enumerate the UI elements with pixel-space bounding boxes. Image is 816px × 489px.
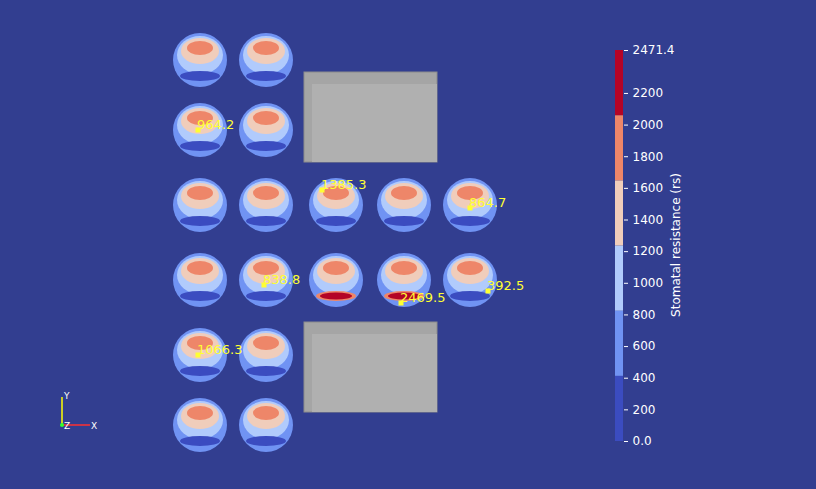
svg-text:1400: 1400 (633, 213, 664, 227)
svg-text:Y: Y (63, 391, 70, 401)
svg-text:400: 400 (633, 371, 656, 385)
svg-text:1066.3: 1066.3 (197, 342, 243, 357)
svg-text:Z: Z (64, 421, 70, 431)
svg-text:1600: 1600 (633, 181, 664, 195)
svg-text:2000: 2000 (633, 118, 664, 132)
svg-text:2469.5: 2469.5 (400, 290, 446, 305)
svg-text:864.7: 864.7 (469, 195, 506, 210)
svg-text:1000: 1000 (633, 276, 664, 290)
svg-text:964.2: 964.2 (197, 117, 234, 132)
svg-text:Stomatal resistance (rs): Stomatal resistance (rs) (669, 173, 683, 317)
svg-text:1200: 1200 (633, 244, 664, 258)
svg-text:2471.4: 2471.4 (633, 43, 675, 57)
svg-text:392.5: 392.5 (487, 278, 524, 293)
svg-text:2200: 2200 (633, 86, 664, 100)
svg-text:200: 200 (633, 403, 656, 417)
svg-text:800: 800 (633, 308, 656, 322)
svg-text:1800: 1800 (633, 150, 664, 164)
svg-text:838.8: 838.8 (263, 272, 300, 287)
svg-text:X: X (91, 421, 97, 431)
svg-text:600: 600 (633, 339, 656, 353)
svg-text:0.0: 0.0 (633, 434, 652, 448)
svg-text:1385.3: 1385.3 (321, 177, 367, 192)
